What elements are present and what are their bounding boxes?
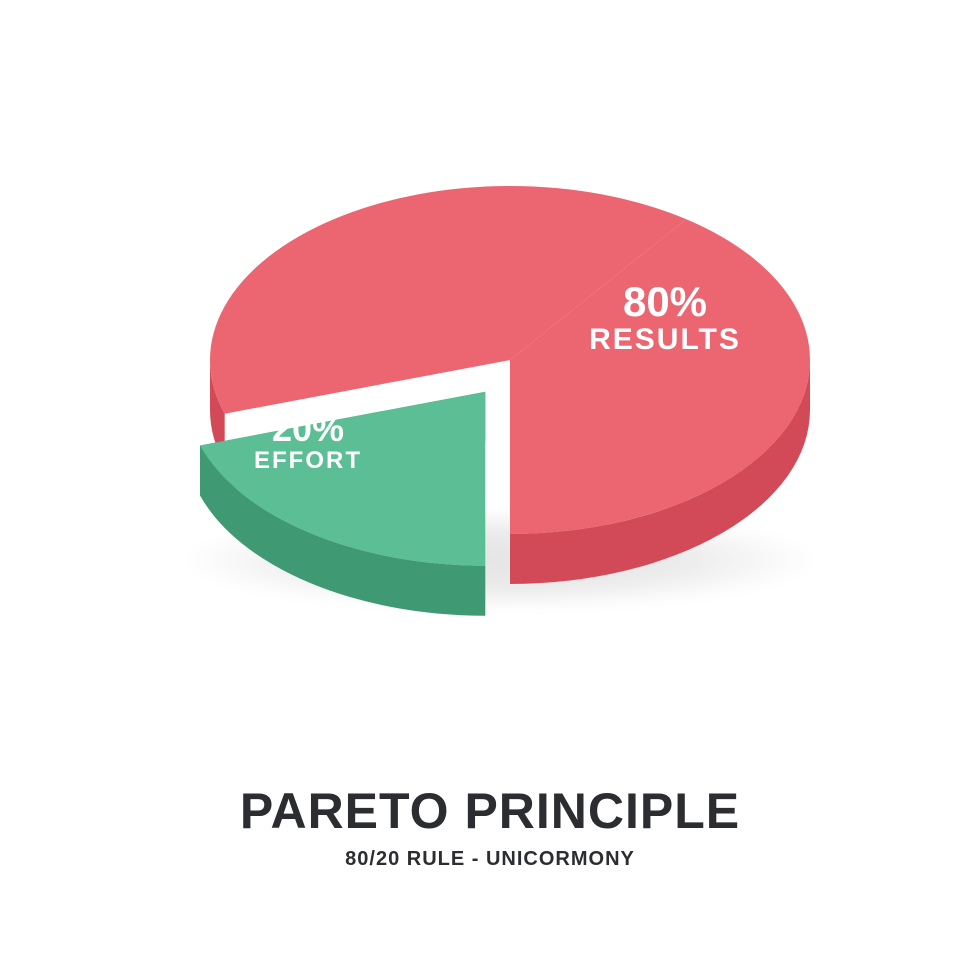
results-percent: 80%: [555, 280, 775, 324]
results-word: RESULTS: [555, 324, 775, 356]
infographic-container: 80% RESULTS 20% EFFORT PARETO PRINCIPLE …: [0, 0, 980, 980]
slice-label-effort: 20% EFFORT: [218, 410, 398, 473]
effort-percent: 20%: [218, 410, 398, 448]
chart-subtitle: 80/20 RULE - UNICORMONY: [0, 848, 980, 871]
effort-word: EFFORT: [218, 448, 398, 473]
slice-label-results: 80% RESULTS: [555, 280, 775, 356]
title-block: PARETO PRINCIPLE 80/20 RULE - UNICORMONY: [0, 782, 980, 871]
pie-chart-3d: 80% RESULTS 20% EFFORT: [110, 130, 870, 690]
chart-title: PARETO PRINCIPLE: [0, 782, 980, 840]
